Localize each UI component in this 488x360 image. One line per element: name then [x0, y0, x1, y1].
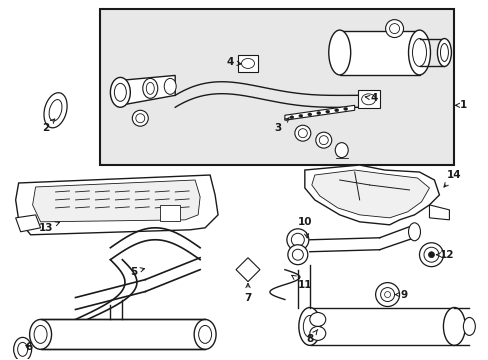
Ellipse shape [18, 342, 27, 356]
Ellipse shape [241, 58, 254, 68]
Bar [238, 55, 258, 72]
Ellipse shape [335, 143, 347, 158]
Ellipse shape [110, 77, 130, 107]
Polygon shape [304, 165, 439, 225]
Polygon shape [236, 258, 260, 282]
Ellipse shape [309, 327, 325, 340]
Polygon shape [33, 180, 200, 222]
Polygon shape [120, 75, 175, 105]
Ellipse shape [287, 245, 307, 265]
Polygon shape [311, 170, 428, 218]
Ellipse shape [380, 288, 394, 302]
Ellipse shape [49, 100, 62, 121]
Ellipse shape [443, 307, 465, 345]
Ellipse shape [389, 24, 399, 33]
Ellipse shape [136, 114, 144, 123]
Ellipse shape [14, 337, 32, 360]
Ellipse shape [289, 116, 293, 119]
Text: 11: 11 [291, 275, 311, 289]
Text: 6: 6 [25, 342, 32, 352]
Bar [41, 319, 204, 349]
Ellipse shape [384, 292, 390, 298]
Polygon shape [16, 175, 218, 235]
Text: 14: 14 [443, 170, 461, 187]
Ellipse shape [437, 39, 450, 67]
Bar [160, 205, 180, 221]
Ellipse shape [427, 252, 433, 258]
Text: 4: 4 [226, 58, 241, 67]
Ellipse shape [407, 30, 429, 75]
Polygon shape [16, 215, 41, 232]
Ellipse shape [316, 112, 320, 114]
Ellipse shape [298, 307, 320, 345]
Bar [309, 307, 453, 345]
Ellipse shape [375, 283, 399, 306]
Ellipse shape [194, 319, 216, 349]
Ellipse shape [146, 82, 154, 94]
Ellipse shape [440, 44, 447, 62]
Bar [357, 90, 379, 108]
Text: 10: 10 [297, 217, 311, 238]
Ellipse shape [325, 110, 329, 113]
Text: 8: 8 [305, 329, 317, 345]
Ellipse shape [309, 312, 325, 327]
Ellipse shape [361, 94, 375, 105]
Ellipse shape [385, 20, 403, 37]
Ellipse shape [343, 107, 347, 111]
Text: 9: 9 [394, 289, 407, 300]
Text: 2: 2 [42, 119, 55, 133]
Ellipse shape [303, 315, 316, 337]
Ellipse shape [114, 84, 126, 101]
Polygon shape [285, 105, 354, 120]
Ellipse shape [142, 78, 158, 98]
Polygon shape [339, 31, 419, 75]
Ellipse shape [407, 223, 420, 241]
Ellipse shape [315, 132, 331, 148]
Ellipse shape [423, 247, 438, 262]
Text: 7: 7 [244, 283, 251, 302]
Ellipse shape [307, 113, 311, 116]
Ellipse shape [419, 243, 443, 267]
Text: 12: 12 [436, 250, 454, 260]
Text: 5: 5 [129, 267, 144, 276]
Ellipse shape [286, 229, 308, 251]
Text: 3: 3 [274, 118, 288, 133]
Ellipse shape [463, 318, 474, 336]
Ellipse shape [292, 249, 303, 260]
Ellipse shape [198, 325, 211, 343]
Ellipse shape [412, 39, 426, 67]
Ellipse shape [334, 109, 338, 112]
Ellipse shape [319, 136, 327, 145]
Text: 1: 1 [454, 100, 466, 110]
Ellipse shape [132, 110, 148, 126]
Ellipse shape [294, 125, 310, 141]
Bar [100, 9, 453, 165]
Text: 4: 4 [365, 93, 378, 103]
Ellipse shape [164, 78, 176, 94]
Text: 13: 13 [38, 222, 60, 233]
Ellipse shape [291, 233, 304, 246]
Ellipse shape [328, 30, 350, 75]
Ellipse shape [30, 319, 51, 349]
Polygon shape [428, 205, 448, 220]
Ellipse shape [298, 129, 306, 138]
Ellipse shape [34, 325, 47, 343]
Ellipse shape [44, 93, 67, 128]
Ellipse shape [298, 114, 302, 117]
